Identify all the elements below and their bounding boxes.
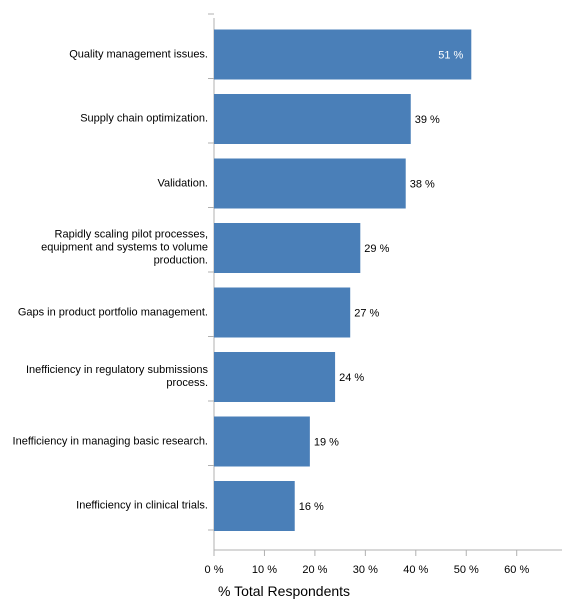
category-label: Inefficiency in clinical trials. [76,499,208,512]
x-axis-title: % Total Respondents [218,583,351,599]
bar [214,223,361,273]
bar [214,481,295,531]
x-tick-label: 40 % [403,564,428,576]
bar [214,158,406,209]
bar-value-label: 39 % [415,114,440,126]
x-tick-label: 50 % [454,564,479,576]
x-tick-label: 20 % [302,564,327,576]
category-label: Rapidly scaling pilot processes, equipme… [41,228,208,267]
bar [214,29,472,80]
bar [214,416,310,467]
bar [214,352,336,402]
bar-value-label: 24 % [339,372,364,384]
bar-value-label: 51 % [438,50,463,62]
x-tick-label: 60 % [504,564,529,576]
bar-value-label: 38 % [410,179,435,191]
category-label: Inefficiency in managing basic research. [12,435,208,447]
bar-value-label: 19 % [314,437,339,449]
bar-value-label: 16 % [299,501,324,513]
bar-value-label: 27 % [354,308,379,320]
x-tick-label: 0 % [205,564,224,576]
category-label: Inefficiency in regulatory submissions p… [26,364,208,389]
category-label: Gaps in product portfolio management. [17,306,208,318]
category-label: Validation. [157,177,208,189]
category-label: Quality management issues. [69,48,208,60]
bar-value-label: 29 % [364,243,389,255]
x-tick-label: 10 % [252,564,277,576]
bar [214,287,351,338]
bar [214,94,411,144]
category-label: Supply chain optimization. [80,112,208,125]
x-tick-label: 30 % [353,564,378,576]
